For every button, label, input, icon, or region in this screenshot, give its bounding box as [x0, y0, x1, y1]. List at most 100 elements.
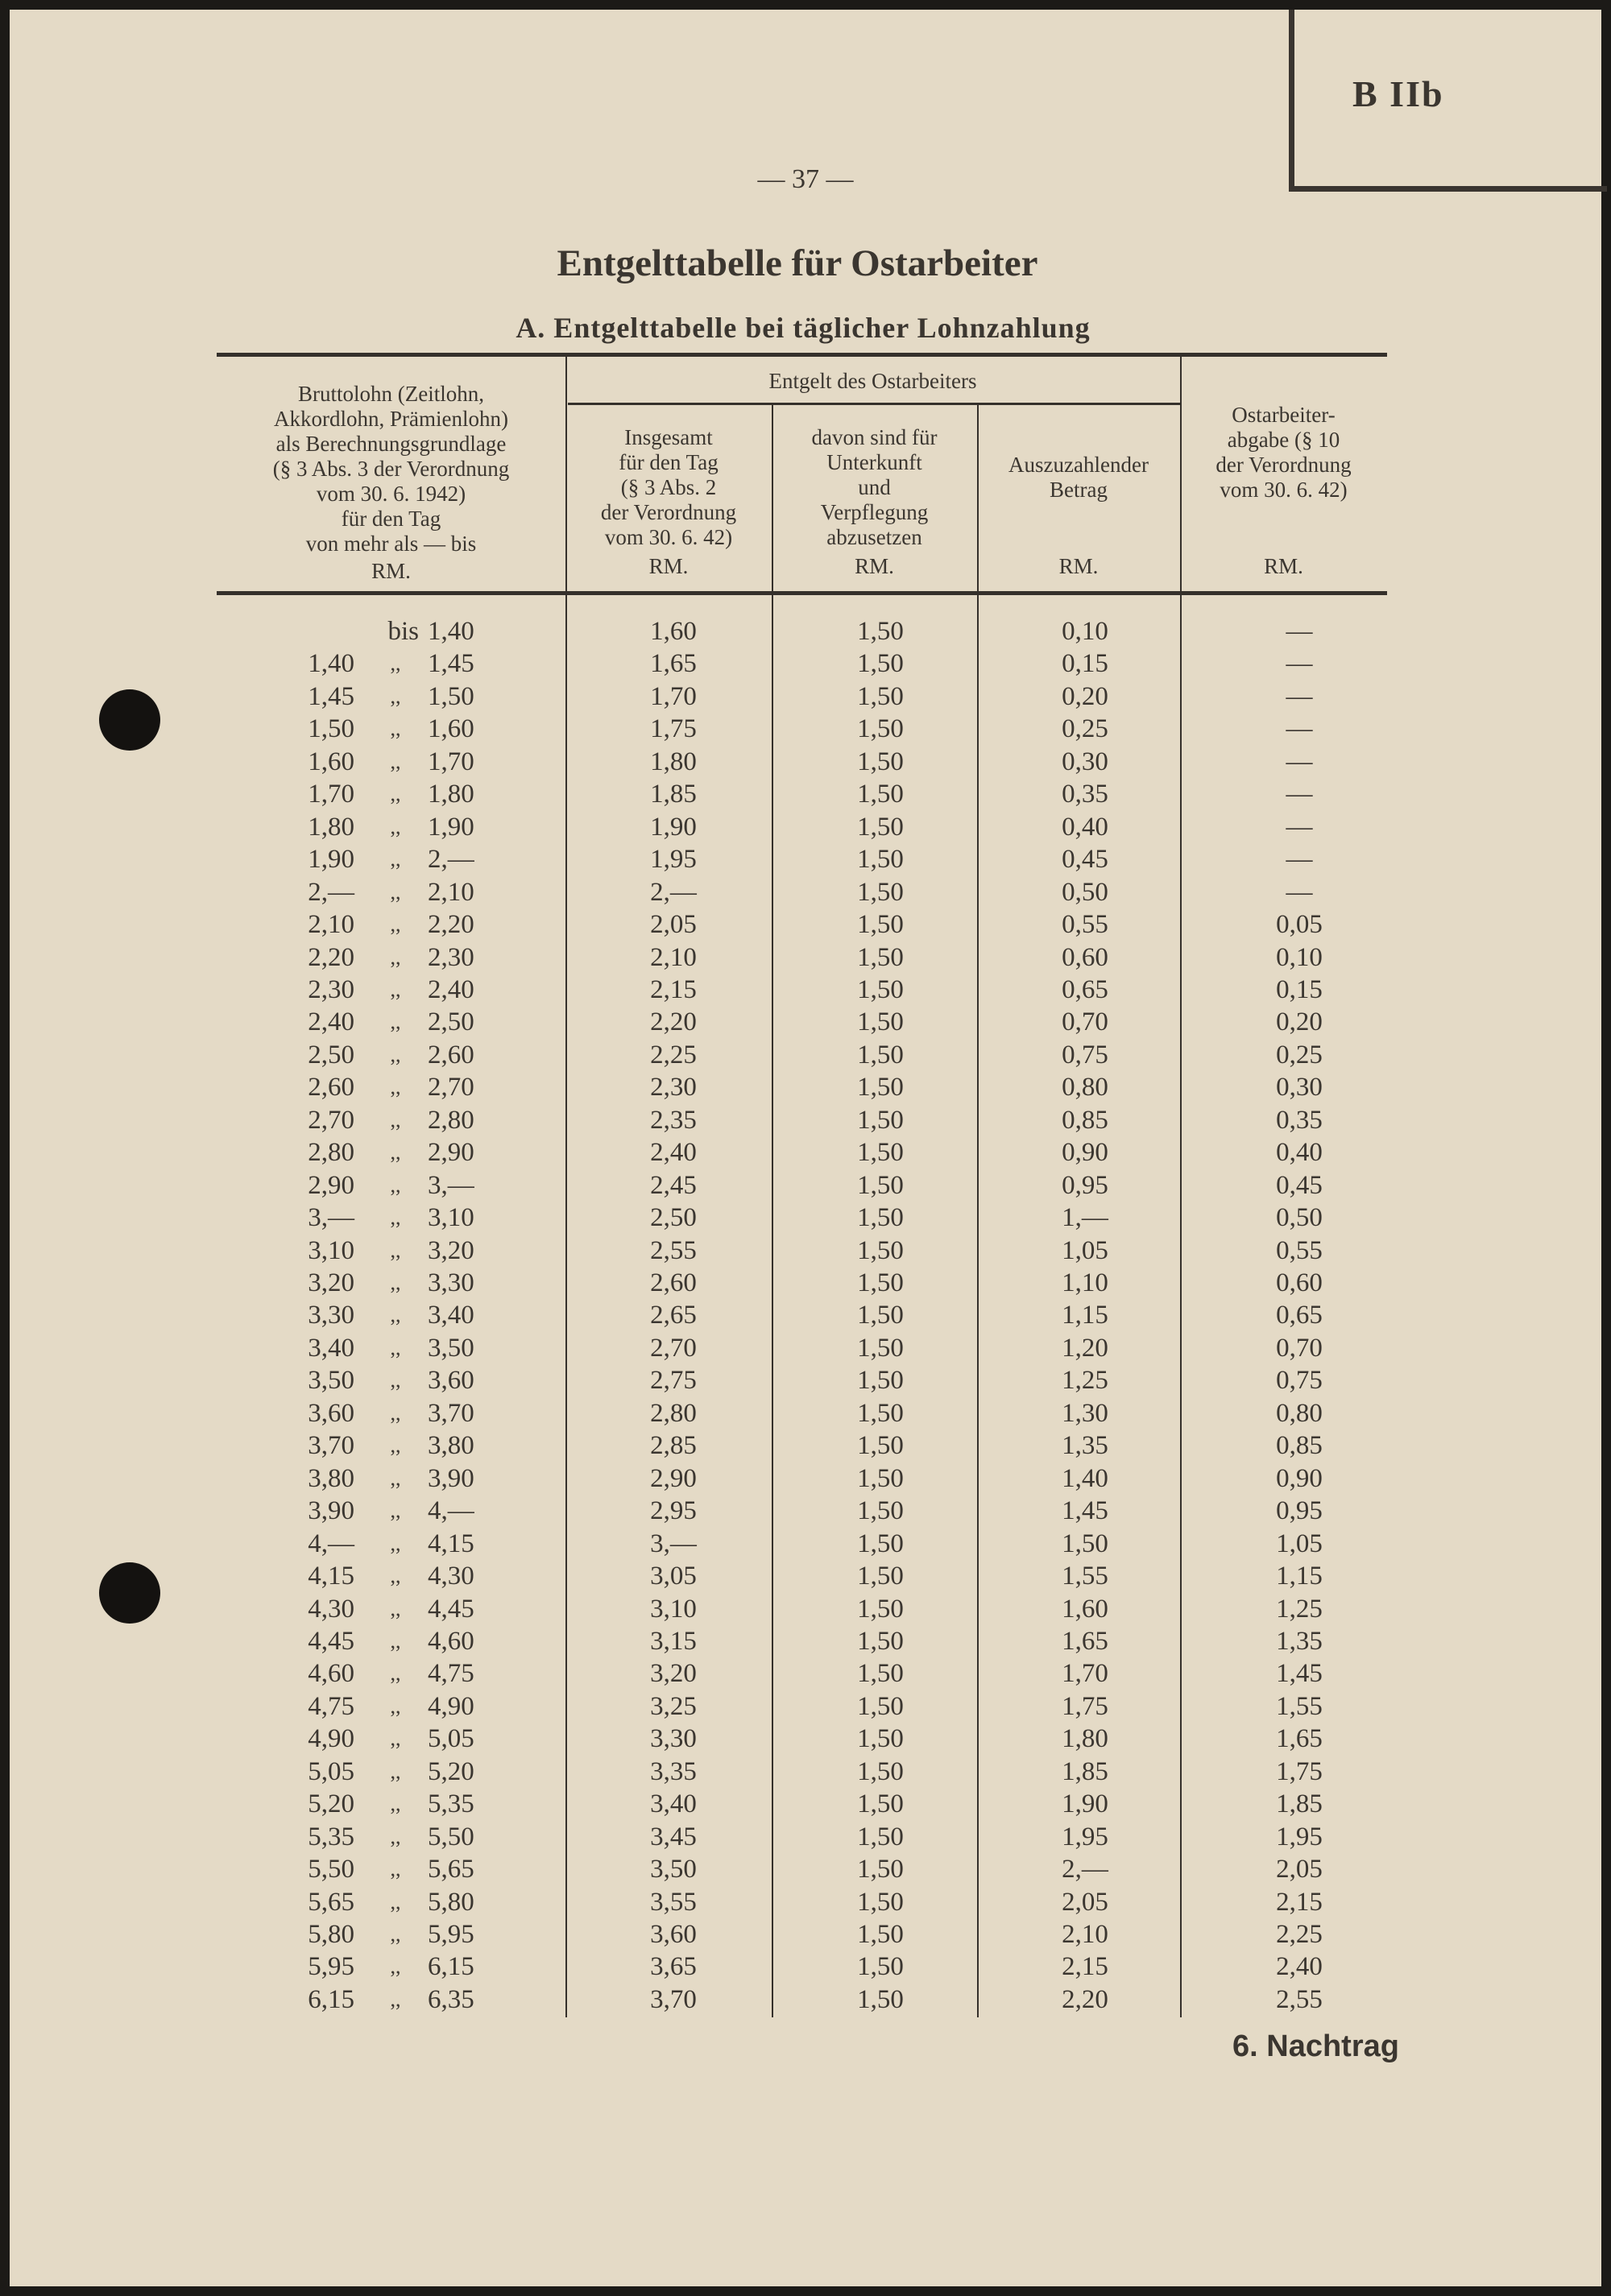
- wage-to: 1,80: [428, 780, 474, 809]
- column-header-line: (§ 3 Abs. 3 der Verordnung: [272, 457, 510, 481]
- worker-levy: 1,15: [1276, 1562, 1323, 1591]
- total-per-day: 1,65: [650, 649, 697, 679]
- total-per-day: 2,75: [650, 1366, 697, 1396]
- lodging-deduction: 1,50: [857, 1659, 904, 1689]
- range-separator: ,,: [390, 1531, 401, 1555]
- wage-to: 6,35: [428, 1984, 474, 2014]
- payout-amount: 1,95: [1062, 1822, 1108, 1851]
- total-per-day: 1,60: [650, 617, 697, 646]
- lodging-deduction: 1,50: [857, 1789, 904, 1819]
- lodging-deduction: 1,50: [857, 1203, 904, 1233]
- wage-to: 3,80: [428, 1431, 474, 1461]
- range-separator: ,,: [390, 1238, 401, 1262]
- total-per-day: 3,10: [650, 1594, 697, 1624]
- range-separator: ,,: [390, 1140, 401, 1165]
- wage-to: 1,45: [428, 649, 474, 679]
- wage-to: 3,20: [428, 1235, 474, 1265]
- lodging-deduction: 1,50: [857, 812, 904, 842]
- wage-to: 4,75: [428, 1659, 474, 1689]
- worker-levy: —: [1286, 681, 1313, 711]
- total-per-day: 2,25: [650, 1040, 697, 1069]
- lodging-deduction: 1,50: [857, 1301, 904, 1330]
- range-separator: ,,: [390, 782, 401, 806]
- payout-amount: 1,15: [1062, 1301, 1108, 1330]
- wage-from: 2,40: [308, 1007, 354, 1037]
- worker-levy: —: [1286, 877, 1313, 907]
- total-per-day: 2,95: [650, 1496, 697, 1526]
- wage-from: 4,60: [308, 1659, 354, 1689]
- column-header-line: Ostarbeiter-: [1232, 403, 1336, 427]
- wage-to: 4,45: [428, 1594, 474, 1624]
- wage-to: 2,50: [428, 1007, 474, 1037]
- lodging-deduction: 1,50: [857, 1626, 904, 1656]
- wage-to: 2,20: [428, 910, 474, 940]
- column-header-line: Verpflegung: [820, 500, 929, 524]
- worker-levy: 0,40: [1276, 1138, 1323, 1168]
- payout-amount: 1,05: [1062, 1235, 1108, 1265]
- page-subtitle: A. Entgelttabelle bei täglicher Lohnzahl…: [516, 312, 1091, 344]
- total-per-day: 2,55: [650, 1235, 697, 1265]
- lodging-deduction: 1,50: [857, 681, 904, 711]
- total-per-day: 2,45: [650, 1170, 697, 1200]
- worker-levy: —: [1286, 747, 1313, 776]
- total-per-day: 3,40: [650, 1789, 697, 1819]
- wage-from: 2,90: [308, 1170, 354, 1200]
- total-per-day: 2,80: [650, 1398, 697, 1428]
- range-separator: ,,: [390, 977, 401, 1001]
- payout-amount: 1,40: [1062, 1463, 1108, 1493]
- corner-label-box: B IIb: [1289, 10, 1607, 192]
- range-separator: ,,: [390, 879, 401, 904]
- range-separator: ,,: [390, 1400, 401, 1425]
- range-separator: ,,: [390, 1010, 401, 1034]
- wage-from: 3,40: [308, 1333, 354, 1363]
- wage-from: 3,80: [308, 1463, 354, 1493]
- range-separator: ,,: [390, 1466, 401, 1490]
- lodging-deduction: 1,50: [857, 910, 904, 940]
- lodging-deduction: 1,50: [857, 1952, 904, 1982]
- lodging-deduction: 1,50: [857, 1235, 904, 1265]
- column-header-line: vom 30. 6. 1942): [316, 482, 466, 506]
- wage-from: 2,60: [308, 1073, 354, 1102]
- wage-from: 2,70: [308, 1105, 354, 1135]
- wage-from: 1,60: [308, 747, 354, 776]
- total-per-day: 3,65: [650, 1952, 697, 1982]
- wage-from: 4,—: [308, 1529, 354, 1558]
- worker-levy: 0,05: [1276, 910, 1323, 940]
- wage-from: 5,65: [308, 1887, 354, 1917]
- wage-from: 2,—: [308, 877, 354, 907]
- total-per-day: 2,85: [650, 1431, 697, 1461]
- wage-to: 3,90: [428, 1463, 474, 1493]
- column-header-line: von mehr als — bis: [305, 532, 477, 556]
- page-title: Entgelttabelle für Ostarbeiter: [557, 242, 1038, 284]
- range-separator: ,,: [390, 1628, 401, 1653]
- payout-amount: 1,60: [1062, 1594, 1108, 1624]
- header-bottom-rule: [217, 591, 1387, 595]
- lodging-deduction: 1,50: [857, 1529, 904, 1558]
- total-per-day: 2,70: [650, 1333, 697, 1363]
- wage-from: 1,80: [308, 812, 354, 842]
- punch-hole: [99, 1562, 160, 1624]
- worker-levy: 2,55: [1276, 1984, 1323, 2014]
- range-separator: ,,: [390, 1889, 401, 1913]
- worker-levy: 2,15: [1276, 1887, 1323, 1917]
- wage-to: 5,80: [428, 1887, 474, 1917]
- total-per-day: 2,50: [650, 1203, 697, 1233]
- payout-amount: 2,10: [1062, 1920, 1108, 1949]
- column-unit: RM.: [648, 554, 689, 578]
- worker-levy: 0,60: [1276, 1268, 1323, 1297]
- wage-from: 4,15: [308, 1562, 354, 1591]
- payout-amount: 0,45: [1062, 845, 1108, 875]
- lodging-deduction: 1,50: [857, 747, 904, 776]
- wage-to: 2,70: [428, 1073, 474, 1102]
- wage-to: 2,60: [428, 1040, 474, 1069]
- total-per-day: 2,65: [650, 1301, 697, 1330]
- wage-to: 2,80: [428, 1105, 474, 1135]
- wage-from: 5,80: [308, 1920, 354, 1949]
- range-separator: ,,: [390, 717, 401, 741]
- lodging-deduction: 1,50: [857, 974, 904, 1004]
- wage-from: 2,80: [308, 1138, 354, 1168]
- wage-to: 1,60: [428, 714, 474, 744]
- total-per-day: 2,40: [650, 1138, 697, 1168]
- payout-amount: 0,70: [1062, 1007, 1108, 1037]
- total-per-day: 3,20: [650, 1659, 697, 1689]
